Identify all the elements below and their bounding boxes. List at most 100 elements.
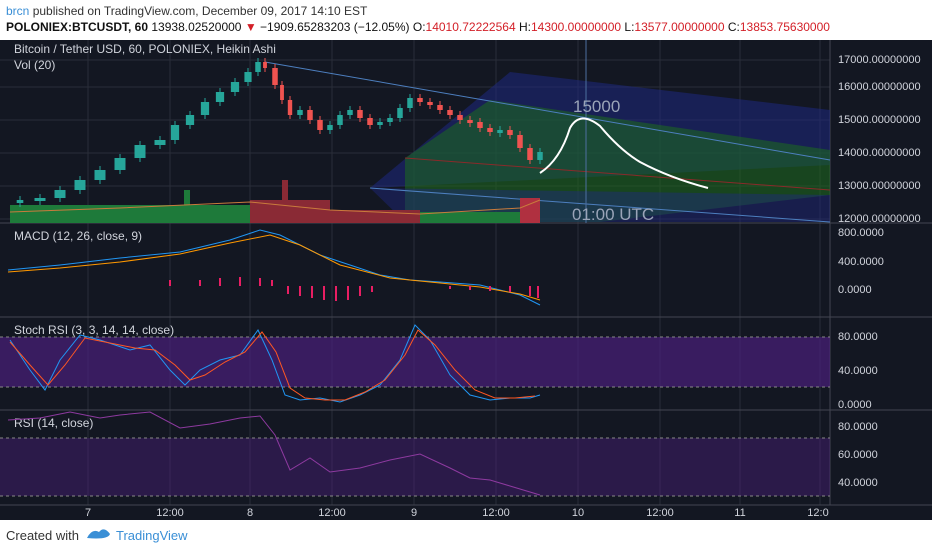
svg-text:12:0: 12:0 [807,507,828,519]
candle-body [287,100,293,115]
candle-body [447,110,453,115]
candle-body [477,122,483,128]
stoch-title: Stoch RSI (3, 3, 14, 14, close) [14,323,174,337]
svg-text:9: 9 [411,507,417,519]
candle-body [34,198,46,201]
down-arrow-icon: ▼ [244,20,257,34]
candle-body [367,118,373,125]
candle-body [280,85,284,100]
candle-body [297,110,303,115]
svg-text:12:00: 12:00 [482,507,510,519]
footer: Created with TradingView [0,520,932,550]
time-axis[interactable]: 7 12:00 8 12:00 9 12:00 10 12:00 11 12:0 [85,507,829,519]
svg-text:17000.00000000: 17000.00000000 [838,54,921,66]
svg-text:0.0000: 0.0000 [838,284,872,296]
close-value: 13853.75630000 [739,20,830,34]
publish-line: brcn published on TradingView.com, Decem… [6,4,367,18]
annotation-price[interactable]: 15000 [573,97,620,116]
publish-info: published on TradingView.com, December 0… [32,4,368,18]
candle-body [537,152,543,160]
svg-text:15000.00000000: 15000.00000000 [838,114,921,126]
price-axis[interactable]: 17000.00000000 16000.00000000 15000.0000… [838,54,921,225]
candle-body [507,130,513,135]
svg-text:16000.00000000: 16000.00000000 [838,81,921,93]
low-value: 13577.00000000 [634,20,725,34]
candle-body [347,110,353,115]
candle-body [317,120,323,130]
chart-area[interactable]: 15000 01:00 UTC Bitcoin / Tether USD, 60… [0,40,932,520]
candle-body [357,110,363,118]
stoch-axis[interactable]: 80.0000 40.0000 0.0000 [838,331,878,411]
created-with-label: Created with [6,528,79,543]
tradingview-link[interactable]: TradingView [116,528,188,543]
candle-body [377,122,383,125]
rsi-title: RSI (14, close) [14,416,93,430]
svg-text:400.0000: 400.0000 [838,256,884,268]
svg-text:40.0000: 40.0000 [838,365,878,377]
svg-text:12:00: 12:00 [156,507,184,519]
candle-body [387,118,393,122]
svg-text:40.0000: 40.0000 [838,477,878,489]
candle-body [74,180,86,190]
candle-body [527,148,533,160]
candle-body [272,68,278,85]
candle-body [215,92,225,102]
candle-body [397,108,403,118]
svg-text:12000.00000000: 12000.00000000 [838,213,921,225]
candle-body [427,102,433,105]
annotation-time[interactable]: 01:00 UTC [572,205,654,224]
volume-ma [9,199,541,215]
svg-text:60.0000: 60.0000 [838,449,878,461]
macd-title: MACD (12, 26, close, 9) [14,229,142,243]
chart-header: brcn published on TradingView.com, Decem… [0,0,932,40]
candle-body [467,120,473,123]
svg-text:13000.00000000: 13000.00000000 [838,180,921,192]
candle-body [244,72,252,82]
candle-body [114,158,126,170]
candle-body [154,140,166,145]
open-value: 14010.72222564 [425,20,516,34]
candle-body [54,190,66,198]
macd-axis[interactable]: 800.0000 400.0000 0.0000 [838,227,884,296]
author-link[interactable]: brcn [6,4,30,18]
candle-body [134,145,146,158]
tradingview-logo-icon[interactable] [86,526,112,542]
candle-body [263,62,267,68]
svg-text:10: 10 [572,507,584,519]
svg-text:80.0000: 80.0000 [838,331,878,343]
candle-body [437,105,443,110]
candle-body [307,110,313,120]
high-value: 14300.00000000 [530,20,622,34]
macd-pane [7,229,541,306]
candle-body [185,115,195,125]
svg-text:80.0000: 80.0000 [838,421,878,433]
ohlc-line: POLONIEX:BTCUSDT, 60 13938.02520000 ▼ −1… [6,20,830,34]
chart-svg[interactable]: 15000 01:00 UTC Bitcoin / Tether USD, 60… [0,40,932,520]
vol-label: Vol (20) [14,58,55,72]
last-price: 13938.02520000 [151,20,242,34]
svg-text:800.0000: 800.0000 [838,227,884,239]
candle-body [94,170,106,180]
heikin-ashi-candles [16,58,543,207]
candle-body [327,125,333,130]
candle-body [255,62,261,72]
symbol-label: POLONIEX:BTCUSDT, 60 [6,20,149,34]
candle-body [417,98,423,102]
svg-text:8: 8 [247,507,253,519]
pitchfork-drawing[interactable] [264,61,831,223]
stoch-rsi-pane [0,324,830,403]
candle-body [230,82,240,92]
svg-text:12:00: 12:00 [646,507,674,519]
candle-body [487,128,493,132]
candle-body [170,125,180,140]
candle-body [200,102,210,115]
price-change: −1909.65283203 (−12.05%) [260,20,410,34]
svg-text:0.0000: 0.0000 [838,399,872,411]
candle-body [497,130,503,133]
svg-text:11: 11 [734,507,745,519]
svg-text:14000.00000000: 14000.00000000 [838,147,921,159]
projection-curve[interactable] [539,117,709,189]
candle-body [337,115,343,125]
candle-body [457,115,463,120]
rsi-axis[interactable]: 80.0000 60.0000 40.0000 [838,421,878,489]
